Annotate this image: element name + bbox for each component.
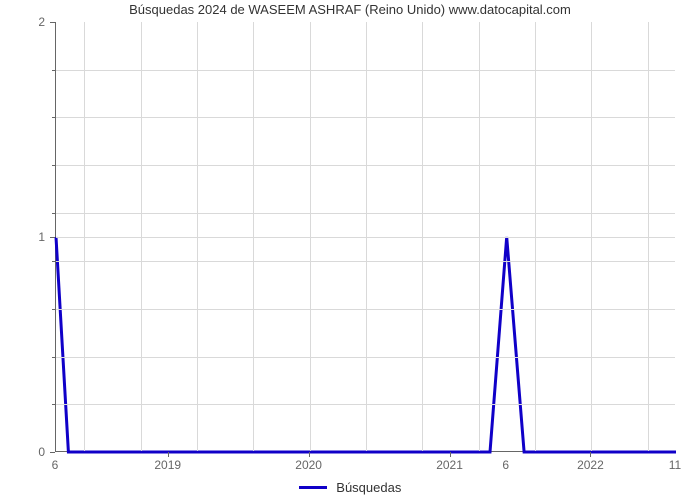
x-tick-label: 2022 <box>577 458 604 472</box>
y-minor-tick-mark <box>52 117 55 118</box>
y-minor-tick-mark <box>52 165 55 166</box>
grid-horizontal <box>56 237 675 238</box>
y-minor-tick-mark <box>52 309 55 310</box>
grid-horizontal <box>56 213 675 214</box>
y-tick-mark <box>50 22 55 23</box>
grid-horizontal <box>56 309 675 310</box>
x-tick-label: 2021 <box>436 458 463 472</box>
x-tick-label: 2020 <box>295 458 322 472</box>
x-tick-mark <box>590 452 591 457</box>
x-tick-label: 2019 <box>154 458 181 472</box>
grid-horizontal <box>56 165 675 166</box>
chart-title: Búsquedas 2024 de WASEEM ASHRAF (Reino U… <box>0 2 700 17</box>
grid-horizontal <box>56 117 675 118</box>
y-minor-tick-mark <box>52 404 55 405</box>
y-minor-tick-mark <box>52 213 55 214</box>
y-minor-tick-mark <box>52 261 55 262</box>
grid-horizontal <box>56 261 675 262</box>
y-tick-mark <box>50 237 55 238</box>
y-tick-mark <box>50 452 55 453</box>
legend-swatch <box>299 486 327 489</box>
chart-container: { "chart": { "type": "line", "title": "B… <box>0 0 700 500</box>
plot-area <box>55 22 675 452</box>
grid-horizontal <box>56 357 675 358</box>
legend: Búsquedas <box>0 479 700 495</box>
data-point-label: 11 <box>669 458 681 472</box>
grid-horizontal <box>56 404 675 405</box>
x-tick-mark <box>309 452 310 457</box>
y-tick-label: 1 <box>38 230 45 244</box>
y-minor-tick-mark <box>52 70 55 71</box>
y-tick-label: 0 <box>38 445 45 459</box>
legend-label: Búsquedas <box>336 480 401 495</box>
data-point-label: 6 <box>52 458 59 472</box>
y-minor-tick-mark <box>52 357 55 358</box>
x-tick-mark <box>168 452 169 457</box>
grid-horizontal <box>56 70 675 71</box>
x-tick-mark <box>450 452 451 457</box>
y-tick-label: 2 <box>38 15 45 29</box>
data-point-label: 6 <box>502 458 509 472</box>
